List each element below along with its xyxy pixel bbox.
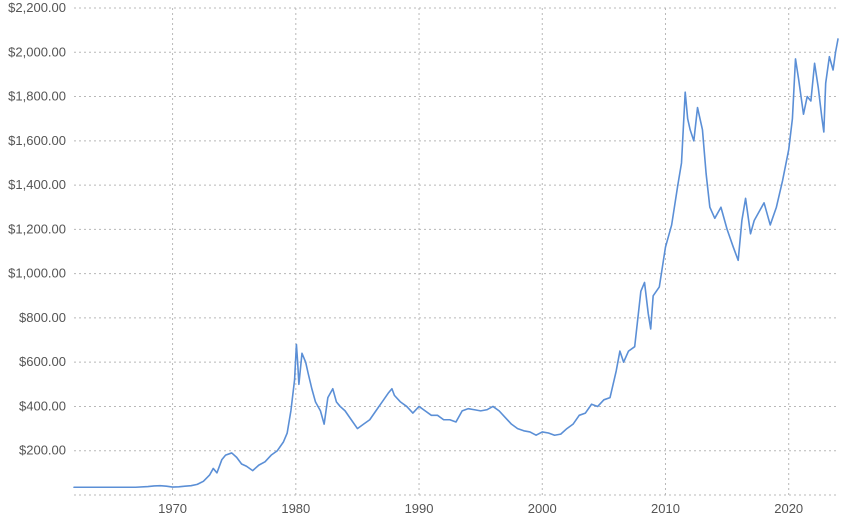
y-axis-label: $1,400.00 [8, 177, 66, 192]
chart-svg: $200.00 $400.00 $600.00 $800.00 $1,000.00 $1,… [0, 0, 852, 527]
x-axis-label: 2000 [528, 501, 557, 516]
y-axis-label: $1,000.00 [8, 266, 66, 281]
y-axis-label: $200.00 [19, 443, 66, 458]
x-axis-label: 2020 [774, 501, 803, 516]
y-axis-label: $2,200.00 [8, 0, 66, 15]
price-line-chart: $200.00 $400.00 $600.00 $800.00 $1,000.00 $1,… [0, 0, 852, 527]
x-axis-label: 1970 [158, 501, 187, 516]
y-axis-label: $1,800.00 [8, 89, 66, 104]
x-axis-label: 1990 [405, 501, 434, 516]
x-axis-label: 1980 [281, 501, 310, 516]
y-axis-label: $800.00 [19, 310, 66, 325]
y-axis-label: $600.00 [19, 354, 66, 369]
y-axis-label: $1,200.00 [8, 221, 66, 236]
y-axis-label: $400.00 [19, 398, 66, 413]
x-axis-label: 2010 [651, 501, 680, 516]
y-axis-label: $2,000.00 [8, 44, 66, 59]
price-series-line [74, 39, 838, 487]
y-axis-label: $1,600.00 [8, 133, 66, 148]
